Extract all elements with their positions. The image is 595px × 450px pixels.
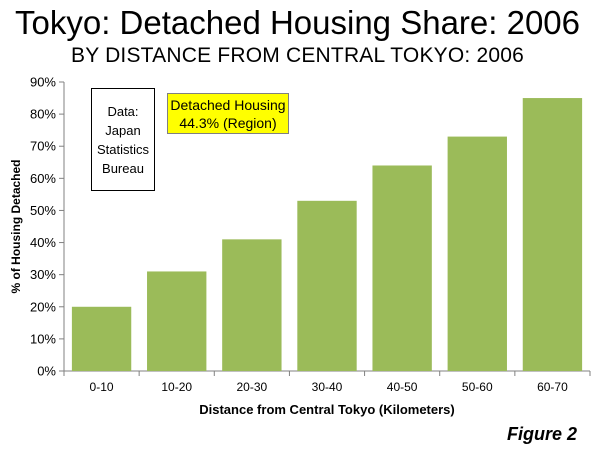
bar-0-10: [71, 306, 132, 371]
x-tick-label: 0-10: [90, 380, 114, 394]
bar-30-40: [297, 200, 357, 371]
y-tick-label: 90%: [30, 75, 56, 90]
x-tick-label: 10-20: [161, 380, 192, 394]
data-source-note: Data: Japan Statistics Bureau: [91, 88, 155, 191]
region-share-callout: Detached Housing 44.3% (Region): [167, 93, 289, 134]
y-tick-label: 80%: [30, 107, 56, 122]
chart-subtitle: BY DISTANCE FROM CENTRAL TOKYO: 2006: [71, 44, 524, 67]
y-tick-label: 30%: [30, 267, 56, 282]
bar-50-60: [447, 136, 507, 371]
y-tick-label: 20%: [30, 299, 56, 314]
y-tick-label: 0%: [37, 364, 56, 379]
y-axis-title: % of Housing Detached: [9, 159, 23, 293]
x-tick-label: 30-40: [312, 380, 343, 394]
x-axis-title: Distance from Central Tokyo (Kilometers): [199, 402, 454, 417]
x-tick-label: 50-60: [462, 380, 493, 394]
x-tick-label: 20-30: [237, 380, 268, 394]
y-tick-label: 10%: [30, 331, 56, 346]
bar-60-70: [522, 98, 583, 372]
y-tick-label: 40%: [30, 235, 56, 250]
source-line-2: Japan: [105, 122, 141, 138]
x-tick-label: 60-70: [537, 380, 568, 394]
source-line-1: Data:: [107, 103, 139, 119]
x-tick-label: 40-50: [387, 380, 418, 394]
y-tick-label: 50%: [30, 203, 56, 218]
bar-10-20: [147, 271, 207, 371]
figure-label: Figure 2: [506, 424, 577, 444]
y-tick-label: 70%: [30, 139, 56, 154]
y-tick-label: 60%: [30, 171, 56, 186]
callout-line-2: 44.3% (Region): [179, 114, 277, 131]
bar-40-50: [372, 165, 432, 371]
callout-line-1: Detached Housing: [170, 96, 286, 113]
source-line-3: Statistics: [96, 141, 149, 157]
source-line-4: Bureau: [102, 160, 144, 176]
bar-20-30: [222, 239, 282, 371]
chart-title: Tokyo: Detached Housing Share: 2006: [14, 4, 581, 41]
